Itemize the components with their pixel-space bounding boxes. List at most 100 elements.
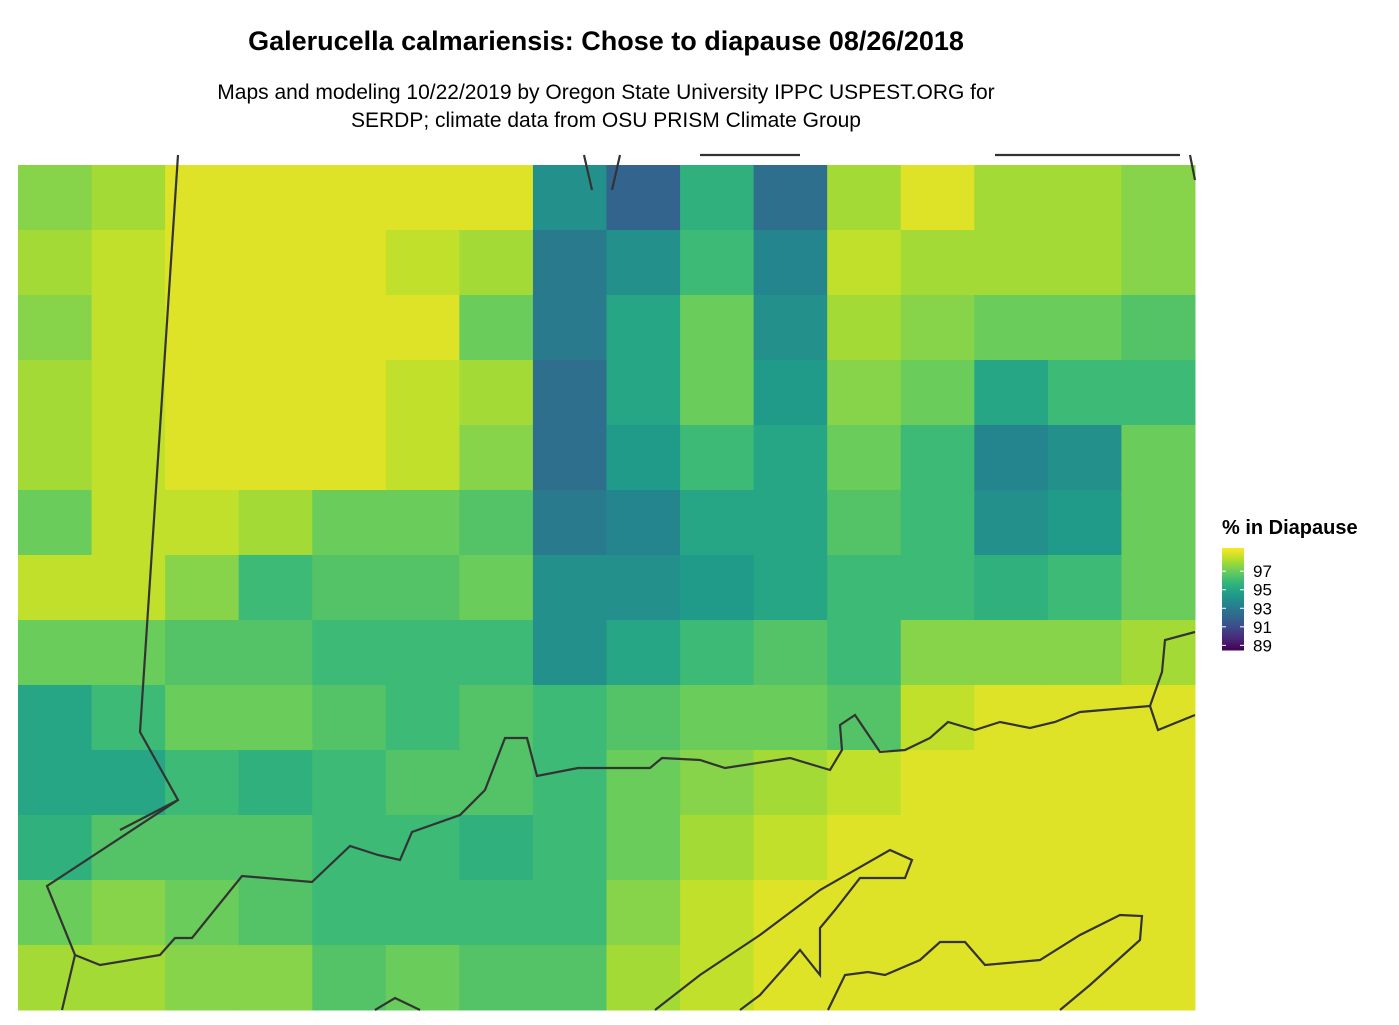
cell: [312, 490, 387, 556]
cell: [974, 815, 1049, 881]
cell: [312, 945, 387, 1011]
cell: [312, 425, 387, 491]
cell: [18, 360, 93, 426]
colorbar-segment: [1222, 584, 1244, 588]
cell: [385, 945, 460, 1011]
cell: [827, 295, 902, 361]
cell: [974, 750, 1049, 816]
colorbar-segment: [1222, 619, 1244, 622]
cell: [459, 490, 534, 556]
cell: [238, 880, 313, 946]
colorbar-segment: [1222, 623, 1244, 627]
cell: [900, 815, 975, 881]
cell: [974, 945, 1049, 1011]
cell: [680, 555, 755, 621]
cell: [18, 295, 93, 361]
cell: [385, 750, 460, 816]
cell: [385, 490, 460, 556]
cell: [459, 815, 534, 881]
cell: [165, 360, 240, 426]
cell: [312, 360, 387, 426]
cell: [1047, 360, 1122, 426]
cell: [900, 425, 975, 491]
colorbar-segment: [1222, 586, 1244, 590]
cell: [18, 880, 93, 946]
cell: [680, 360, 755, 426]
cell: [974, 425, 1049, 491]
cell: [385, 880, 460, 946]
cell: [827, 750, 902, 816]
colorbar-segment: [1222, 641, 1244, 645]
colorbar-segment: [1222, 615, 1244, 618]
cell: [900, 230, 975, 296]
cell: [1121, 945, 1196, 1011]
cell: [91, 165, 166, 231]
cell: [165, 685, 240, 751]
subtitle: SERDP; climate data from OSU PRISM Clima…: [351, 109, 861, 132]
cell: [18, 685, 93, 751]
cell: [827, 620, 902, 686]
cell: [532, 425, 607, 491]
cell: [900, 750, 975, 816]
cell: [532, 360, 607, 426]
cell: [1047, 620, 1122, 686]
cell: [238, 945, 313, 1011]
cell: [385, 295, 460, 361]
cell: [1047, 880, 1122, 946]
cell: [1047, 490, 1122, 556]
cell: [606, 620, 681, 686]
cell: [91, 555, 166, 621]
cell: [680, 620, 755, 686]
legend-tick-label: 95: [1253, 581, 1272, 600]
cell: [1047, 165, 1122, 231]
colorbar-segment: [1222, 643, 1244, 647]
colorbar-segment: [1222, 647, 1244, 651]
cell: [91, 425, 166, 491]
cell: [680, 815, 755, 881]
cell: [900, 685, 975, 751]
colorbar-segment: [1222, 572, 1244, 576]
colorbar-segment: [1222, 590, 1244, 594]
cell: [753, 490, 828, 556]
cell: [385, 620, 460, 686]
cell: [459, 685, 534, 751]
cell: [165, 425, 240, 491]
cell: [459, 165, 534, 231]
cell: [91, 880, 166, 946]
cell: [606, 555, 681, 621]
cell: [753, 945, 828, 1011]
cell: [238, 620, 313, 686]
cell: [312, 620, 387, 686]
cell: [974, 165, 1049, 231]
cell: [606, 490, 681, 556]
cell: [18, 165, 93, 231]
cell: [532, 165, 607, 231]
colorbar-segment: [1222, 582, 1244, 586]
cell: [1121, 230, 1196, 296]
cell: [312, 295, 387, 361]
cell: [312, 880, 387, 946]
cell: [827, 490, 902, 556]
cell: [827, 945, 902, 1011]
cell: [385, 685, 460, 751]
colorbar-segment: [1222, 556, 1244, 559]
cell: [606, 425, 681, 491]
colorbar-segment: [1222, 599, 1244, 602]
cell: [753, 295, 828, 361]
colorbar-segment: [1222, 605, 1244, 608]
cell: [606, 165, 681, 231]
colorbar-segment: [1222, 601, 1244, 604]
colorbar-segment: [1222, 637, 1244, 641]
cell: [1121, 880, 1196, 946]
cell: [900, 360, 975, 426]
cell: [532, 685, 607, 751]
cell: [238, 490, 313, 556]
cell: [165, 490, 240, 556]
cell: [1121, 815, 1196, 881]
cell: [459, 555, 534, 621]
cell: [18, 555, 93, 621]
cell: [900, 555, 975, 621]
cell: [827, 555, 902, 621]
cell: [1121, 165, 1196, 231]
